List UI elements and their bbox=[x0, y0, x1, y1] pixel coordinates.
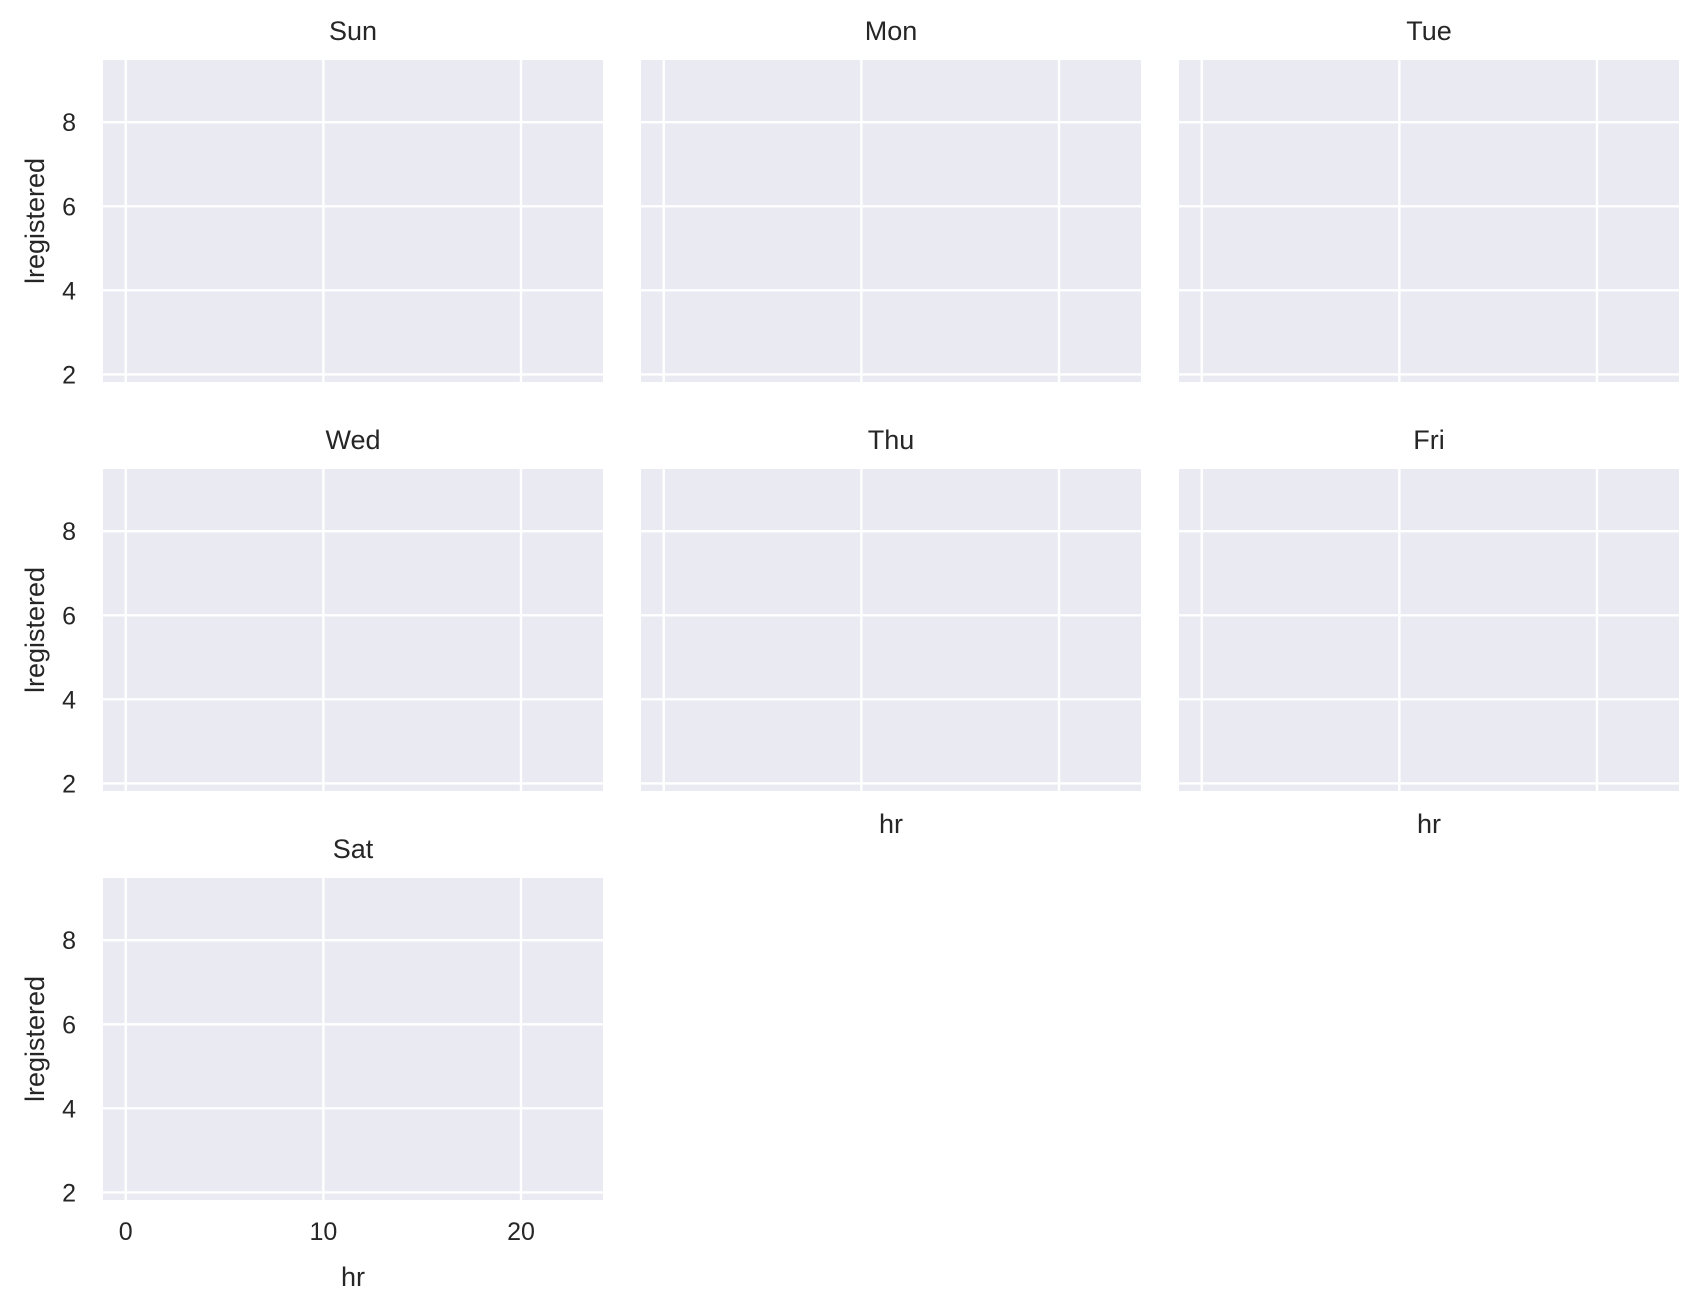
y-tick-label: 2 bbox=[62, 770, 76, 798]
facet-title: Mon bbox=[865, 16, 918, 46]
x-axis-label: hr bbox=[1417, 809, 1441, 839]
panel-background bbox=[103, 469, 603, 791]
y-axis-label: lregistered bbox=[20, 976, 50, 1102]
facet-title: Wed bbox=[325, 425, 380, 455]
y-tick-label: 6 bbox=[62, 1011, 76, 1039]
y-tick-label: 4 bbox=[62, 277, 76, 305]
panel-background bbox=[1179, 469, 1679, 791]
facet-title: Sun bbox=[329, 16, 377, 46]
panel-background bbox=[1179, 60, 1679, 382]
y-tick-label: 4 bbox=[62, 686, 76, 714]
panel-background bbox=[103, 878, 603, 1200]
x-tick-label: 0 bbox=[119, 1218, 133, 1246]
x-axis-label: hr bbox=[879, 809, 903, 839]
facet-title: Tue bbox=[1406, 16, 1452, 46]
facet-panel: Fri hr bbox=[1179, 425, 1679, 839]
facet-panel: Tue bbox=[1179, 16, 1679, 382]
facet-panel: Sat 2 4 6 8 lregistered 0 10 20 hr bbox=[20, 834, 603, 1292]
panel-background bbox=[103, 60, 603, 382]
facet-title: Thu bbox=[868, 425, 915, 455]
y-tick-label: 6 bbox=[62, 193, 76, 221]
facet-panel: Sun 2 4 6 8 lregistered bbox=[20, 16, 603, 389]
panel-background bbox=[641, 469, 1141, 791]
facet-panel: Thu hr bbox=[641, 425, 1141, 839]
x-tick-label: 10 bbox=[309, 1218, 337, 1246]
y-tick-label: 2 bbox=[62, 1179, 76, 1207]
y-tick-label: 4 bbox=[62, 1095, 76, 1123]
facet-title: Sat bbox=[333, 834, 374, 864]
y-tick-label: 8 bbox=[62, 109, 76, 137]
y-tick-label: 2 bbox=[62, 361, 76, 389]
y-tick-label: 6 bbox=[62, 602, 76, 630]
y-tick-label: 8 bbox=[62, 518, 76, 546]
facet-panel: Wed 2 4 6 8 lregistered bbox=[20, 425, 603, 798]
facet-title: Fri bbox=[1413, 425, 1444, 455]
y-axis-label: lregistered bbox=[20, 567, 50, 693]
y-axis-label: lregistered bbox=[20, 158, 50, 284]
facet-panel: Mon bbox=[641, 16, 1141, 382]
y-tick-label: 8 bbox=[62, 927, 76, 955]
x-axis-label: hr bbox=[341, 1262, 365, 1292]
x-tick-label: 20 bbox=[507, 1218, 535, 1246]
panel-background bbox=[641, 60, 1141, 382]
